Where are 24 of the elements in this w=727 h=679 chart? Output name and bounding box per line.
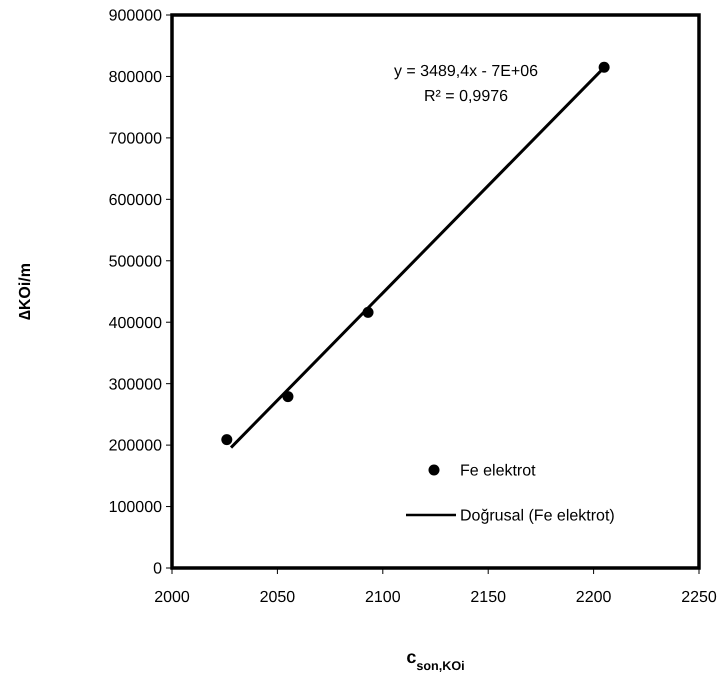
y-tick-label: 300000 — [108, 376, 162, 394]
x-axis-title: c$_{son,KOi}$ — [406, 647, 465, 673]
annotation: R² = 0,9976 — [424, 88, 508, 105]
point — [221, 434, 232, 446]
y-tick-label: 700000 — [108, 130, 162, 148]
x-tick-label: 2150 — [470, 589, 506, 606]
x-tick-label: 2050 — [260, 589, 296, 606]
point — [598, 62, 610, 73]
y-tick-label: 500000 — [108, 253, 162, 270]
x-tick-label: 2250 — [681, 589, 717, 606]
x-tick-label: 2200 — [576, 589, 612, 606]
y-tick-label: 800000 — [108, 69, 162, 86]
legend-label: Doğrusal (Fe elektrot) — [460, 508, 615, 525]
x-tick-label: 2100 — [365, 589, 401, 606]
annotation: y = 3489,4x - 7E+06 — [394, 63, 538, 80]
legend-label: Fe elektrot — [460, 462, 536, 480]
y-tick-label: 0 — [153, 560, 162, 578]
y-tick-label: 400000 — [108, 314, 162, 332]
y-tick-label: 600000 — [108, 192, 162, 209]
x-tick-label: 2000 — [154, 589, 190, 606]
y-tick-label: 900000 — [108, 8, 162, 25]
y-axis-title: ∆KOi/m — [17, 263, 34, 320]
y-tick-label: 100000 — [108, 499, 162, 516]
y-tick-label: 200000 — [108, 438, 162, 455]
